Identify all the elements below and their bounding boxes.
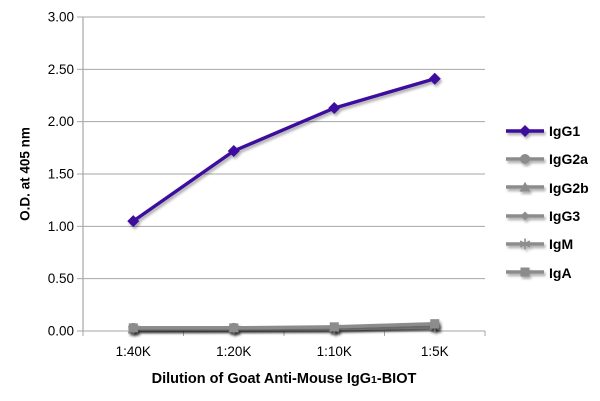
legend-item-igm: IgM (504, 230, 589, 258)
diamond-small-marker-icon (506, 211, 544, 221)
y-axis-title: O.D. at 405 nm (17, 127, 33, 221)
legend-label: IgM (549, 236, 574, 253)
svg-text:1:5K: 1:5K (421, 344, 449, 359)
legend-label: IgG3 (549, 208, 581, 225)
circle-marker-icon (506, 153, 544, 164)
svg-text:2.00: 2.00 (48, 114, 74, 129)
svg-text:3.00: 3.00 (48, 10, 74, 25)
legend-item-iga: IgA (504, 258, 589, 286)
x-axis-title-suffix: -BIOT (376, 371, 417, 387)
svg-text:1.00: 1.00 (48, 219, 74, 234)
legend-item-igg3: IgG3 (504, 202, 589, 230)
svg-text:1:10K: 1:10K (317, 344, 352, 359)
diamond-marker-icon (506, 124, 544, 137)
legend-label: IgA (549, 264, 572, 281)
asterisk-marker-icon (506, 238, 544, 250)
legend-item-igg2a: IgG2a (504, 145, 589, 173)
x-axis-title: Dilution of Goat Anti-Mouse IgG1-BIOT (83, 371, 485, 387)
svg-text:0.00: 0.00 (48, 324, 74, 339)
svg-text:1:40K: 1:40K (116, 344, 151, 359)
legend-item-igg1: IgG1 (504, 117, 589, 145)
svg-text:1:20K: 1:20K (216, 344, 251, 359)
legend-item-igg2b: IgG2b (504, 174, 589, 202)
igg1-subscript: 1 (371, 374, 377, 386)
legend-label: IgG2a (549, 151, 588, 168)
legend-label: IgG1 (549, 123, 581, 140)
svg-text:2.50: 2.50 (48, 62, 74, 77)
svg-text:1.50: 1.50 (48, 167, 74, 182)
legend: IgG1 IgG2a IgG2b IgG3 IgM IgA (504, 117, 589, 287)
square-marker-icon (506, 267, 544, 277)
legend-label: IgG2b (549, 179, 589, 196)
svg-text:0.50: 0.50 (48, 271, 74, 286)
x-axis-title-prefix: Dilution of Goat Anti-Mouse IgG (151, 371, 372, 387)
triangle-marker-icon (506, 182, 544, 192)
